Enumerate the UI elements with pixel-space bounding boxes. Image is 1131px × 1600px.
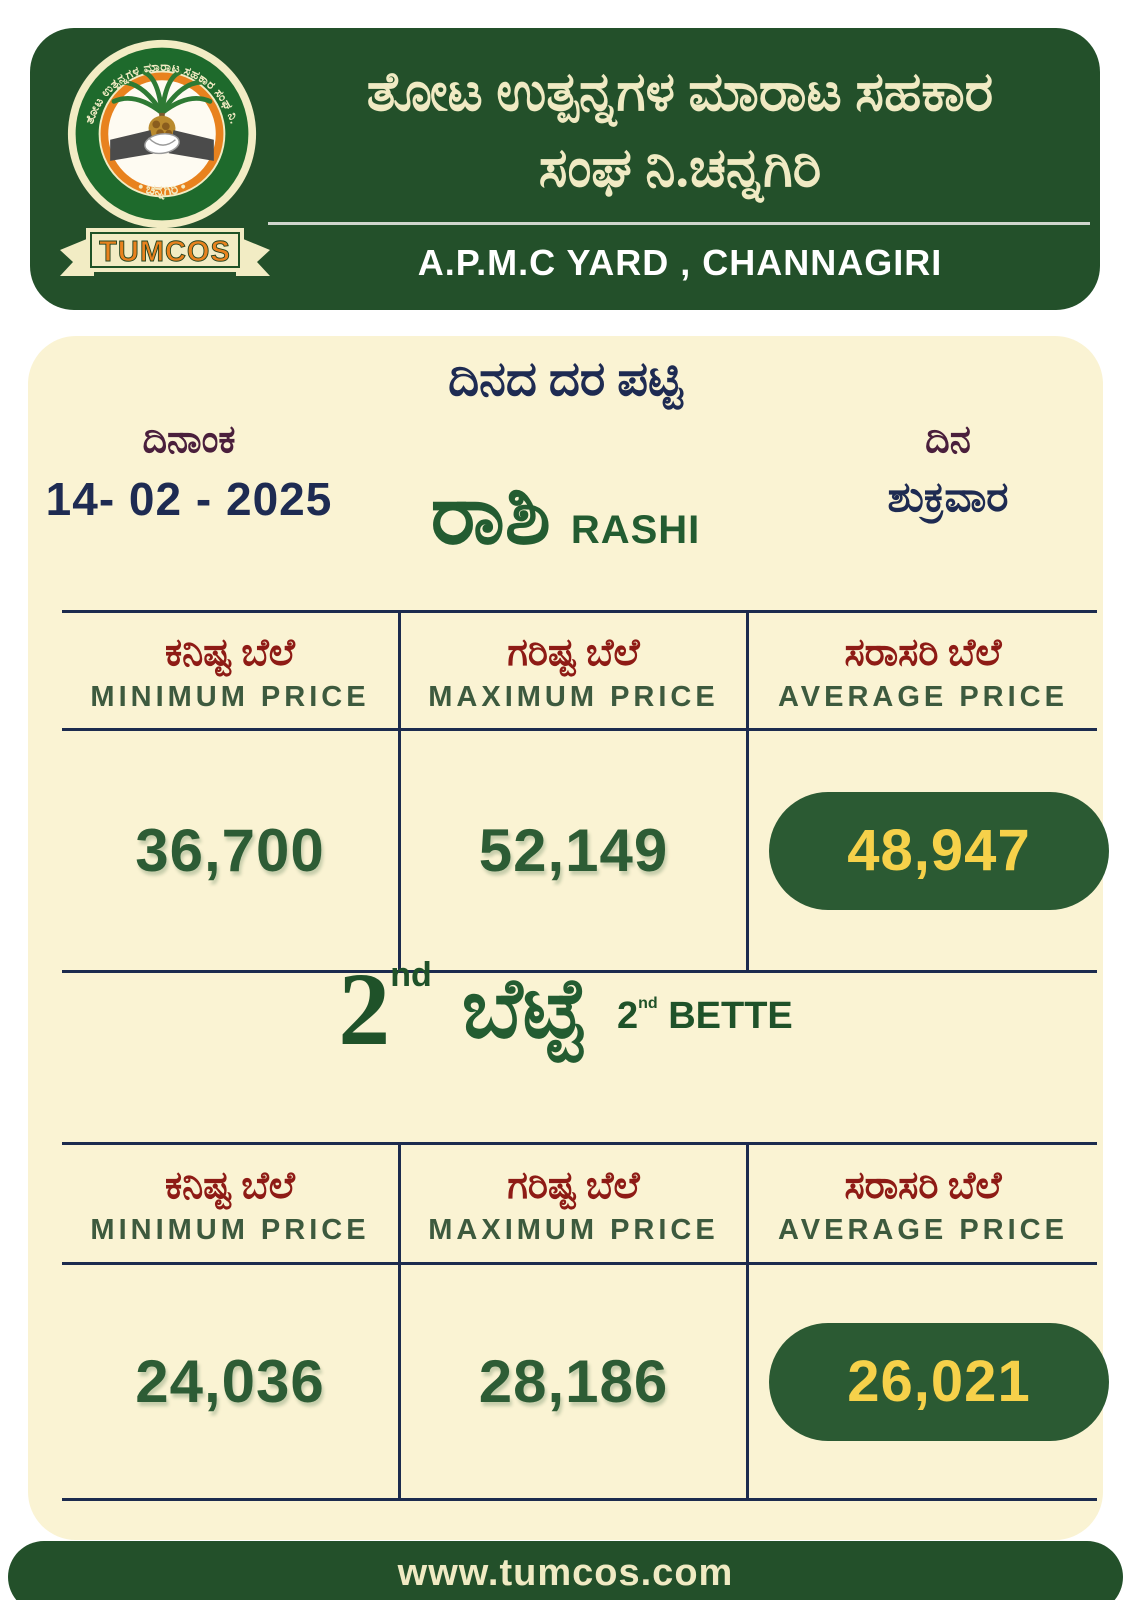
logo-ring-bottom-text: • ಚನ್ನಗಿರಿ •	[136, 178, 188, 200]
day-block: ದಿನ ಶುಕ್ರವಾರ	[833, 418, 1063, 522]
header-banner: ತೋಟ ಉತ್ಪನ್ನಗಳ ಮಾರಾಟ ಸಹಕಾರ ಸಂಘ ನಿ. • ಚನ್ನ…	[30, 28, 1100, 310]
rashi-minimum-price: 36,700	[135, 817, 325, 884]
rashi-title-kannada: ರಾಶಿ	[430, 469, 551, 562]
bette-sub-ordinal: nd	[638, 994, 658, 1012]
bette-average-price: 26,021	[847, 1349, 1031, 1414]
bette-ordinal: nd	[390, 956, 432, 994]
palm-tree-icon	[111, 70, 213, 116]
average-label-english: AVERAGE PRICE	[778, 1214, 1068, 1246]
minimum-label-english: MINIMUM PRICE	[90, 1214, 370, 1246]
org-title-line2: ಸಂಘ ನಿ.ಚನ್ನಗಿರಿ	[538, 138, 822, 198]
bette-average-price-pill: 26,021	[769, 1322, 1109, 1441]
bette-col-average-header: ಸರಾಸರಿ ಬೆಲೆ AVERAGE PRICE	[746, 1145, 1097, 1265]
average-label-kannada: ಸರಾಸರಿ ಬೆಲೆ	[844, 1165, 1002, 1207]
average-label-kannada: ಸರಾಸರಿ ಬೆಲೆ	[844, 632, 1002, 674]
day-value: ಶುಕ್ರವಾರ	[887, 475, 1009, 521]
ribbon-banner-text: TUMCOS	[99, 236, 231, 268]
rashi-price-table: ಕನಿಷ್ಟ ಬೆಲೆ MINIMUM PRICE ಗರಿಷ್ಟ ಬೆಲೆ MA…	[62, 610, 1109, 973]
rashi-average-price-pill: 48,947	[769, 791, 1109, 910]
minimum-label-kannada: ಕನಿಷ್ಟ ಬೆಲೆ	[165, 632, 295, 674]
date-block: ದಿನಾಂಕ 14- 02 - 2025	[44, 418, 334, 526]
bette-title-english: 2nd BETTE	[617, 995, 793, 1038]
rashi-col-minimum-header: ಕನಿಷ್ಟ ಬೆಲೆ MINIMUM PRICE	[62, 613, 398, 731]
tumcos-ribbon-banner: TUMCOS	[60, 228, 270, 276]
org-title: ತೋಟ ಉತ್ಪನ್ನಗಳ ಮಾರಾಟ ಸಹಕಾರ ಸಂಘ ನಿ.ಚನ್ನಗಿರ…	[280, 54, 1080, 206]
section-bette-heading: 2nd ಬೆಟ್ಟೆ 2nd BETTE	[28, 958, 1103, 1062]
bette-title-kannada: ಬೆಟ್ಟೆ	[461, 963, 587, 1056]
maximum-label-english: MAXIMUM PRICE	[428, 1214, 719, 1246]
bette-minimum-price: 24,036	[135, 1348, 325, 1415]
bette-sub-text: BETTE	[668, 994, 793, 1037]
date-value: 14- 02 - 2025	[45, 473, 333, 525]
handshake-icon	[110, 130, 214, 161]
ribbon-left-tail	[60, 236, 94, 276]
rashi-average-price: 48,947	[847, 818, 1031, 883]
day-label: ದಿನ	[925, 419, 971, 461]
tumcos-logo-emblem: ತೋಟ ಉತ್ಪನ್ನಗಳ ಮಾರಾಟ ಸಹಕಾರ ಸಂಘ ನಿ. • ಚನ್ನ…	[67, 39, 257, 229]
date-label: ದಿನಾಂಕ	[142, 419, 236, 461]
svg-text:• ಚನ್ನಗಿರಿ •: • ಚನ್ನಗಿರಿ •	[136, 178, 188, 200]
bette-maximum-price: 28,186	[478, 1348, 669, 1415]
rashi-average-price-cell: 48,947	[746, 731, 1109, 970]
rashi-maximum-price: 52,149	[478, 817, 669, 884]
bette-minimum-price-cell: 24,036	[62, 1265, 398, 1498]
footer-bar: www.tumcos.com	[8, 1541, 1123, 1600]
ribbon-right-tail	[236, 236, 270, 276]
bette-title-number: 2nd	[338, 958, 432, 1062]
bette-maximum-price-cell: 28,186	[398, 1265, 746, 1498]
rashi-col-maximum-header: ಗರಿಷ್ಟ ಬೆಲೆ MAXIMUM PRICE	[398, 613, 746, 731]
average-label-english: AVERAGE PRICE	[778, 681, 1068, 713]
minimum-label-english: MINIMUM PRICE	[90, 681, 370, 713]
website-url: www.tumcos.com	[397, 1552, 734, 1594]
maximum-label-kannada: ಗರಿಷ್ಟ ಬೆಲೆ	[507, 1165, 640, 1207]
ribbon-center	[86, 228, 244, 272]
bette-average-price-cell: 26,021	[746, 1265, 1109, 1498]
maximum-label-english: MAXIMUM PRICE	[428, 681, 719, 713]
rashi-col-average-header: ಸರಾಸರಿ ಬೆಲೆ AVERAGE PRICE	[746, 613, 1097, 731]
bette-col-maximum-header: ಗರಿಷ್ಟ ಬೆಲೆ MAXIMUM PRICE	[398, 1145, 746, 1265]
apmc-location: A.P.M.C YARD , CHANNAGIRI	[417, 242, 943, 283]
bette-col-minimum-header: ಕನಿಷ್ಟ ಬೆಲೆ MINIMUM PRICE	[62, 1145, 398, 1265]
rate-card-title: ದಿನದ ದರ ಪಟ್ಟಿ	[448, 353, 683, 406]
bette-price-table: ಕನಿಷ್ಟ ಬೆಲೆ MINIMUM PRICE ಗರಿಷ್ಟ ಬೆಲೆ MA…	[62, 1142, 1109, 1501]
bette-sub-number: 2	[616, 994, 639, 1037]
rashi-maximum-price-cell: 52,149	[398, 731, 746, 970]
org-title-line1: ತೋಟ ಉತ್ಪನ್ನಗಳ ಮಾರಾಟ ಸಹಕಾರ	[366, 62, 994, 122]
rashi-minimum-price-cell: 36,700	[62, 731, 398, 970]
header-divider	[268, 222, 1090, 225]
bette-number: 2	[338, 952, 391, 1067]
section-rashi-heading: ರಾಶಿ RASHI	[28, 474, 1103, 558]
maximum-label-kannada: ಗರಿಷ್ಟ ಬೆಲೆ	[507, 632, 640, 674]
rashi-title-english: RASHI	[570, 508, 701, 552]
minimum-label-kannada: ಕನಿಷ್ಟ ಬೆಲೆ	[165, 1165, 295, 1207]
daily-rate-card: ದಿನದ ದರ ಪಟ್ಟಿ ದಿನಾಂಕ 14- 02 - 2025 ದಿನ ಶ…	[28, 336, 1109, 1540]
